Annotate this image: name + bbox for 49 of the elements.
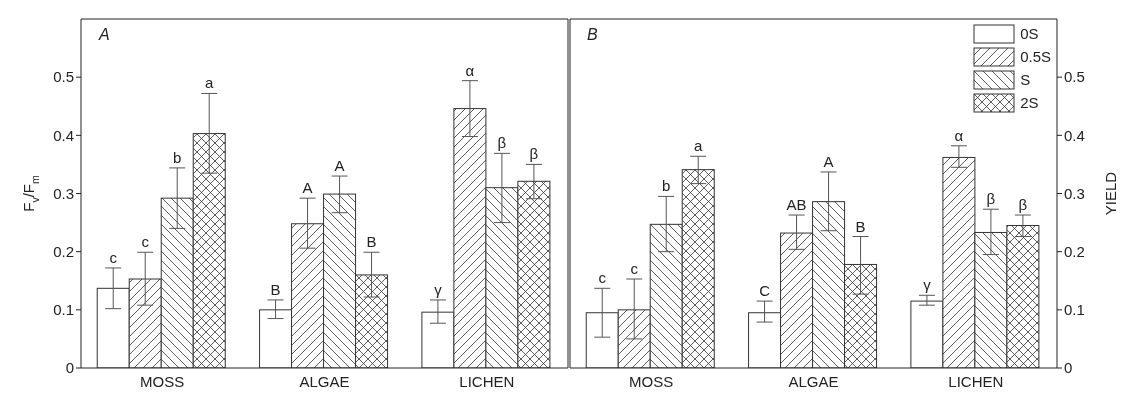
y2-tick-label: 0.4 xyxy=(1064,126,1085,144)
data-label: β xyxy=(529,145,539,163)
y2-tick-label: 0 xyxy=(1064,359,1073,377)
y-tick-label: 0.3 xyxy=(53,184,74,202)
data-label: B xyxy=(270,280,281,298)
data-label: AB xyxy=(786,196,807,214)
x-tick-label: ALGAE xyxy=(788,372,839,390)
legend-label: 2S xyxy=(1020,94,1039,111)
y-tick-label: 0.2 xyxy=(53,242,74,260)
data-label: α xyxy=(465,61,475,79)
x-tick-label: MOSS xyxy=(140,372,185,390)
data-label: c xyxy=(141,233,150,251)
data-label: a xyxy=(205,74,215,92)
y-tick-label: 0 xyxy=(65,359,74,377)
data-label: β xyxy=(1018,196,1028,214)
data-label: B xyxy=(855,217,866,235)
y-tick-label: 0.4 xyxy=(53,126,74,144)
legend-label: S xyxy=(1020,71,1031,88)
data-label: A xyxy=(302,179,313,197)
annotation: B xyxy=(587,26,598,44)
data-label: β xyxy=(497,134,507,152)
y-tick-label: 0.5 xyxy=(53,68,74,86)
y2-tick-label: 0.5 xyxy=(1064,68,1085,86)
x-tick-label: MOSS xyxy=(629,372,674,390)
data-label: α xyxy=(954,126,964,144)
data-label: C xyxy=(759,282,771,300)
y2-tick-label: 0.2 xyxy=(1064,242,1085,260)
annotation: A xyxy=(99,26,110,44)
data-label: β xyxy=(986,190,996,208)
y2-tick-label: 0.1 xyxy=(1064,301,1085,319)
data-label: c xyxy=(630,260,639,278)
data-label: A xyxy=(334,157,345,175)
y-tick-label: 0.1 xyxy=(53,301,74,319)
data-label: γ xyxy=(923,276,932,294)
data-label: c xyxy=(598,269,607,287)
y2-tick-label: 0.3 xyxy=(1064,184,1085,202)
data-label: γ xyxy=(434,280,443,298)
y2-axis-title: YIELD xyxy=(1101,171,1119,216)
x-tick-label: ALGAE xyxy=(299,372,350,390)
x-tick-label: LICHEN xyxy=(459,372,515,390)
data-label: b xyxy=(173,148,182,166)
data-label: c xyxy=(109,248,118,266)
x-tick-label: LICHEN xyxy=(948,372,1004,390)
data-label: A xyxy=(823,152,834,170)
data-label: a xyxy=(694,137,704,155)
data-label: b xyxy=(662,177,671,195)
legend-label: 0.5S xyxy=(1020,48,1051,65)
data-label: B xyxy=(366,233,377,251)
legend-label: 0S xyxy=(1020,25,1039,42)
